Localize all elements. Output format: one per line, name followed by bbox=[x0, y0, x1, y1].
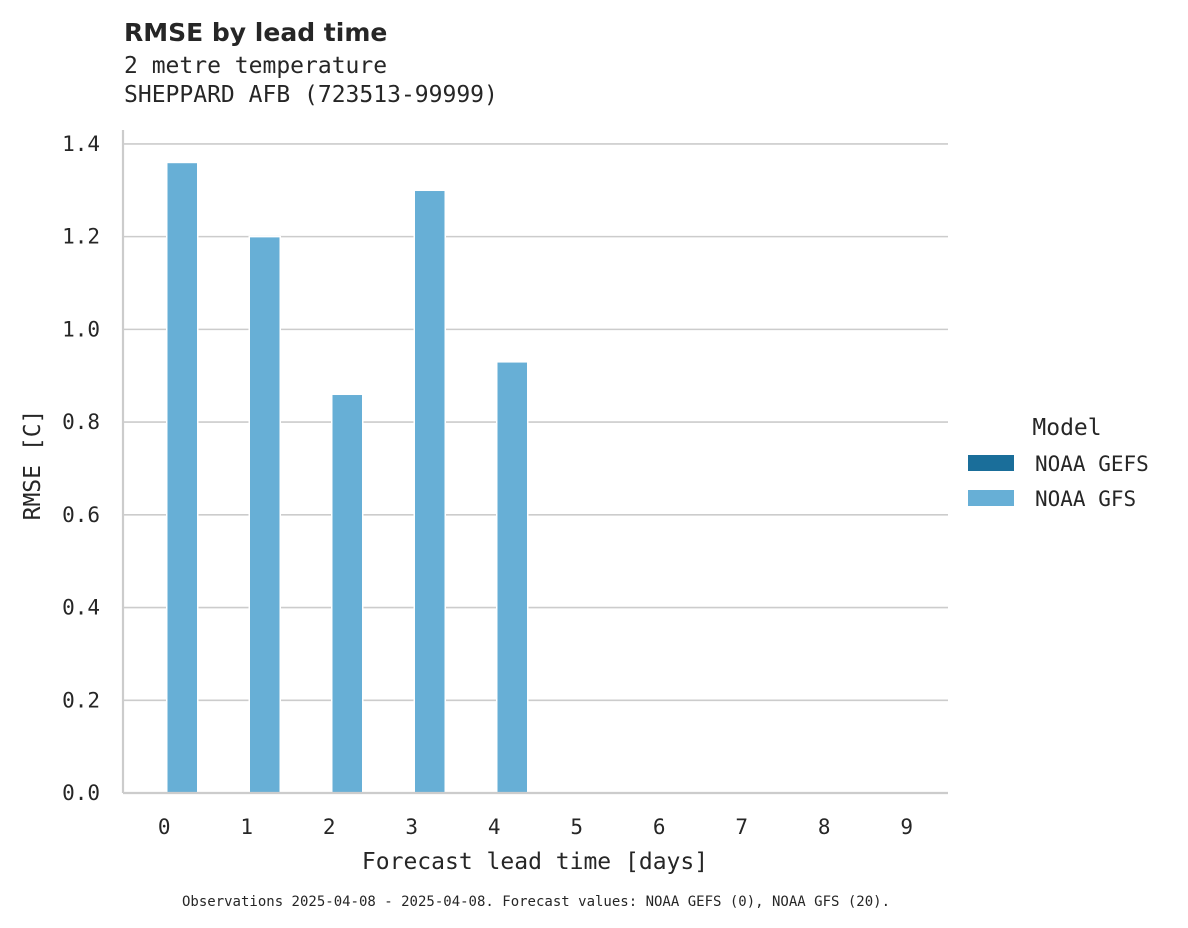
y-tick-label: 0.6 bbox=[62, 503, 100, 527]
legend: Model NOAA GEFS NOAA GFS bbox=[968, 415, 1149, 511]
axes bbox=[121, 130, 948, 795]
chart-subtitle-variable: 2 metre temperature bbox=[124, 53, 387, 79]
legend-swatch-noaa-gefs bbox=[968, 455, 1014, 471]
x-axis-label: Forecast lead time [days] bbox=[362, 849, 708, 875]
x-tick-label: 0 bbox=[158, 815, 171, 839]
legend-label-noaa-gefs: NOAA GEFS bbox=[1035, 452, 1149, 476]
x-tick-label: 1 bbox=[240, 815, 253, 839]
x-tick-label: 4 bbox=[488, 815, 501, 839]
y-tick-label: 0.0 bbox=[62, 781, 100, 805]
y-tick-label: 0.8 bbox=[62, 410, 100, 434]
y-tick-label: 1.4 bbox=[62, 132, 100, 156]
legend-title: Model bbox=[1032, 415, 1101, 441]
x-tick-label: 2 bbox=[323, 815, 336, 839]
bars bbox=[166, 161, 529, 794]
y-tick-label: 1.2 bbox=[62, 225, 100, 249]
bar-noaa-gfs-day-2 bbox=[331, 393, 364, 794]
bar-noaa-gfs-day-4 bbox=[496, 361, 529, 794]
x-tick-label: 6 bbox=[653, 815, 666, 839]
y-tick-label: 1.0 bbox=[62, 317, 100, 341]
x-tick-label: 3 bbox=[405, 815, 418, 839]
chart-subtitle-station: SHEPPARD AFB (723513-99999) bbox=[124, 82, 498, 108]
x-tick-label: 7 bbox=[735, 815, 748, 839]
bar-noaa-gfs-day-1 bbox=[248, 235, 281, 794]
y-tick-label: 0.4 bbox=[62, 596, 100, 620]
y-tick-labels: 0.0 0.2 0.4 0.6 0.8 1.0 1.2 1.4 bbox=[62, 132, 100, 805]
x-tick-label: 9 bbox=[900, 815, 913, 839]
bar-noaa-gfs-day-3 bbox=[413, 189, 446, 794]
chart-title: RMSE by lead time bbox=[124, 18, 387, 47]
x-tick-label: 5 bbox=[570, 815, 583, 839]
bar-noaa-gfs-day-0 bbox=[166, 161, 199, 794]
x-tick-labels: 0 1 2 3 4 5 6 7 8 9 bbox=[158, 815, 913, 839]
y-gridlines bbox=[123, 143, 948, 702]
chart-footnote: Observations 2025-04-08 - 2025-04-08. Fo… bbox=[182, 894, 890, 910]
y-axis-label: RMSE [C] bbox=[20, 410, 46, 521]
legend-label-noaa-gfs: NOAA GFS bbox=[1035, 487, 1136, 511]
y-tick-label: 0.2 bbox=[62, 688, 100, 712]
legend-swatch-noaa-gfs bbox=[968, 490, 1014, 506]
x-tick-label: 8 bbox=[818, 815, 831, 839]
